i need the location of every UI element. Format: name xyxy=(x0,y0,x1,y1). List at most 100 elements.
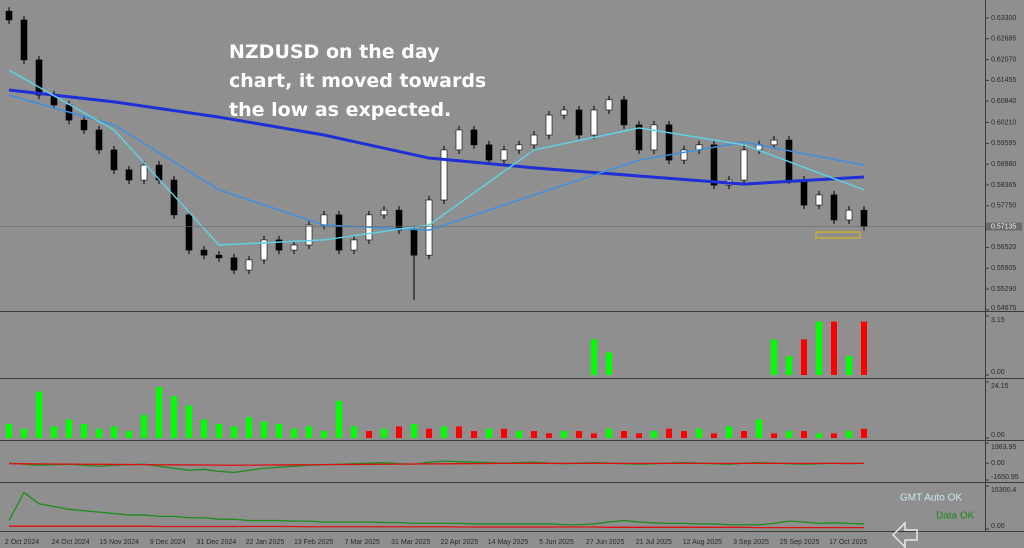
bar xyxy=(696,428,702,438)
candle-body xyxy=(125,169,133,181)
candle-body xyxy=(860,209,868,227)
bar xyxy=(411,424,417,438)
candle-body xyxy=(215,254,223,259)
candle-body xyxy=(845,209,853,221)
candle-body xyxy=(20,19,28,61)
candle-body xyxy=(545,114,553,136)
bar xyxy=(276,424,282,438)
y-tick-label: 3.15 xyxy=(991,317,1005,324)
scroll-arrow[interactable] xyxy=(891,521,918,548)
bar xyxy=(51,426,57,438)
x-tick-label: 13 Feb 2025 xyxy=(294,539,333,546)
bar xyxy=(126,431,132,438)
candle-body xyxy=(800,179,808,206)
bar xyxy=(681,431,687,438)
bar xyxy=(756,419,762,438)
bar xyxy=(336,400,342,438)
bar xyxy=(576,431,582,438)
candle-body xyxy=(80,119,88,131)
bar xyxy=(606,352,612,375)
x-tick-label: 7 Mar 2025 xyxy=(344,539,380,546)
candle-body xyxy=(320,214,328,226)
bar xyxy=(381,428,387,438)
bar xyxy=(561,431,567,438)
candle-body xyxy=(560,109,568,116)
bar xyxy=(636,433,642,438)
last-price-label: 0.57135 xyxy=(991,223,1016,230)
bar xyxy=(201,419,207,438)
y-tick-label: 0.61455 xyxy=(991,77,1016,84)
bar xyxy=(486,428,492,438)
candle-body xyxy=(275,239,283,251)
x-tick-label: 22 Apr 2025 xyxy=(441,539,479,546)
bar xyxy=(36,391,42,438)
bar xyxy=(246,417,252,438)
y-tick-label: 24.15 xyxy=(991,383,1009,390)
candle-body xyxy=(410,229,418,256)
last-price-box xyxy=(986,222,1022,231)
bar xyxy=(741,431,747,438)
y-tick-label: -1650.95 xyxy=(991,474,1019,481)
x-tick-label: 17 Oct 2025 xyxy=(829,539,867,546)
bar xyxy=(351,426,357,438)
candle-body xyxy=(815,194,823,206)
candle-body xyxy=(500,149,508,161)
candle-body xyxy=(425,199,433,256)
bar xyxy=(66,419,72,438)
bar xyxy=(726,426,732,438)
bar xyxy=(81,424,87,438)
candle-body xyxy=(305,224,313,246)
status-text: GMT Auto OK xyxy=(900,493,962,504)
candle-body xyxy=(770,139,778,146)
bar xyxy=(786,356,792,375)
x-tick-label: 22 Jan 2025 xyxy=(246,539,285,546)
candle-body xyxy=(530,134,538,146)
candle-body xyxy=(830,194,838,221)
bar xyxy=(366,431,372,438)
candle-body xyxy=(200,249,208,256)
annotation-line: chart, it moved towards xyxy=(229,70,487,92)
bar xyxy=(426,428,432,438)
candle-body xyxy=(620,99,628,126)
bar xyxy=(531,431,537,438)
candle-body xyxy=(515,144,523,151)
bar xyxy=(846,356,852,375)
candle-body xyxy=(785,139,793,181)
x-tick-label: 9 Dec 2024 xyxy=(150,539,186,546)
candle-body xyxy=(455,129,463,151)
bar xyxy=(321,431,327,438)
x-tick-label: 14 May 2025 xyxy=(488,539,529,546)
bar xyxy=(456,426,462,438)
candle-body xyxy=(260,239,268,261)
bar xyxy=(171,396,177,438)
moving-average xyxy=(8,94,865,231)
candle-body xyxy=(140,164,148,181)
y-tick-label: 0.60840 xyxy=(991,98,1016,105)
bar xyxy=(771,339,777,375)
candle-body xyxy=(230,257,238,271)
candle-body xyxy=(350,239,358,251)
candle-body xyxy=(395,209,403,231)
bar xyxy=(396,426,402,438)
bar xyxy=(6,424,12,438)
annotation-line: the low as expected. xyxy=(229,99,452,121)
bar xyxy=(816,321,822,375)
x-tick-label: 5 Jun 2025 xyxy=(539,539,574,546)
candle-body xyxy=(5,10,13,21)
bar xyxy=(231,426,237,438)
bar xyxy=(786,431,792,438)
bar xyxy=(261,421,267,438)
candle-body xyxy=(470,129,478,146)
candle-body xyxy=(110,149,118,171)
bar xyxy=(441,426,447,438)
bar xyxy=(111,426,117,438)
annotation-line: NZDUSD on the day xyxy=(229,41,440,63)
bar xyxy=(306,426,312,438)
y-tick-label: 0.00 xyxy=(991,523,1005,530)
candle-body xyxy=(335,214,343,251)
bar xyxy=(861,321,867,375)
bar xyxy=(771,433,777,438)
x-tick-label: 31 Mar 2025 xyxy=(391,539,430,546)
